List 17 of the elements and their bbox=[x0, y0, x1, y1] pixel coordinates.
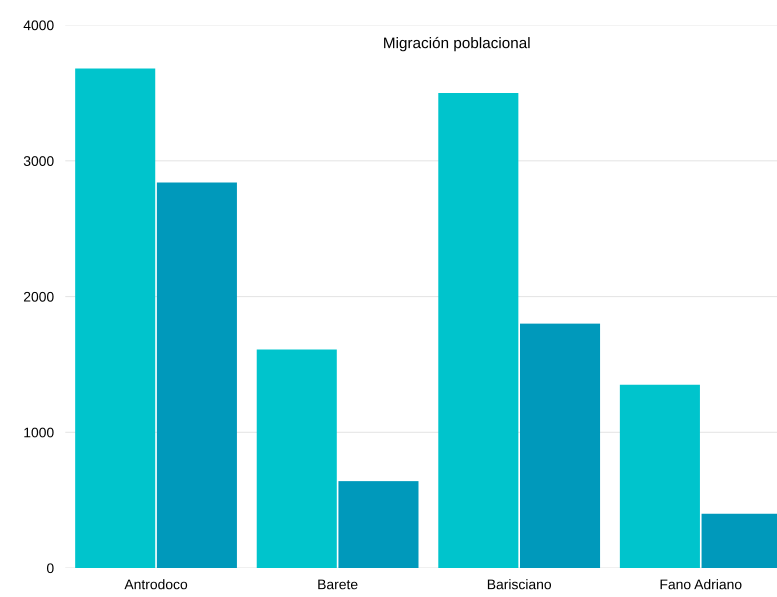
y-tick-label: 3000 bbox=[24, 156, 54, 166]
bar bbox=[156, 182, 237, 568]
x-tick-label: Barisciano bbox=[488, 579, 552, 590]
x-tick-label: Fano Adriano bbox=[660, 579, 742, 590]
x-tick-label: Barete bbox=[318, 580, 358, 590]
y-tick-label: 1000 bbox=[24, 428, 54, 438]
bar bbox=[75, 68, 156, 568]
bar bbox=[620, 384, 700, 568]
bar bbox=[438, 92, 518, 568]
text: Migración poblacional bbox=[384, 36, 530, 52]
x-tick-label: Antrodoco bbox=[124, 579, 188, 590]
y-tick-label: 2000 bbox=[24, 292, 54, 302]
bar bbox=[256, 349, 337, 568]
bar bbox=[520, 324, 600, 568]
bar bbox=[338, 481, 418, 568]
y-tick-label: 4000 bbox=[24, 20, 54, 30]
y-tick-label: 0 bbox=[46, 563, 54, 574]
